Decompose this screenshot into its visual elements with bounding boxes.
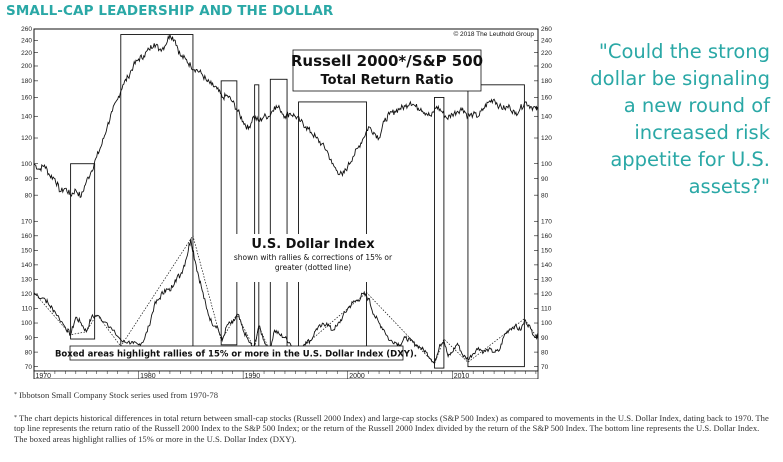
x-axis: 1970 1980 1990 2000 2010 [33, 370, 539, 379]
bottom-y-140-label-left: 140 [21, 262, 32, 269]
bottom-y-120-label-left: 120 [21, 291, 32, 298]
footnote-2-mark: * [14, 414, 17, 421]
pull-quote: "Could the strong dollar be signaling a … [590, 40, 770, 198]
bottom-y-120-label-right: 120 [541, 291, 552, 298]
bottom-y-100-label-left: 100 [21, 320, 32, 327]
top-title-box [292, 49, 482, 92]
top-y-240-label-right: 240 [541, 37, 552, 44]
rally-box-7 [434, 96, 445, 369]
boxed-areas-note: Boxed areas highlight rallies of 15% or … [55, 345, 417, 361]
top-y-140-label-left: 140 [21, 113, 32, 120]
x-label-2010: 2010 [454, 373, 470, 379]
rally-box-8 [467, 84, 525, 368]
swing-dotted-line [33, 234, 539, 365]
rally-box-1 [70, 163, 96, 340]
copyright: © 2018 The Leuthold Group [453, 30, 534, 38]
bottom-y-90-label-right: 90 [541, 335, 549, 342]
top-y-120-label-right: 120 [541, 135, 552, 142]
bottom-subtitle-2: greater (dotted line) [275, 263, 351, 272]
bottom-title: U.S. Dollar Index [251, 237, 375, 252]
top-y-260-label-right: 260 [541, 26, 552, 33]
footnotes: * Ibbotson Small Company Stock series us… [14, 390, 774, 456]
top-title-line2: Total Return Ratio [321, 73, 454, 88]
bottom-y-90-label-left: 90 [25, 335, 33, 342]
bottom-y-160-label-left: 160 [21, 233, 32, 240]
bottom-y-70-label-right: 70 [541, 364, 549, 371]
top-y-200-label-right: 200 [541, 63, 552, 70]
x-label-2000: 2000 [349, 373, 365, 379]
boxed-areas-note-text: Boxed areas highlight rallies of 15% or … [55, 350, 417, 360]
right-axis: 80 90 100 120 140 160 180 200 220 240 260 70 80 90 100… [534, 26, 552, 371]
bottom-y-170-label-right: 170 [541, 218, 552, 225]
bottom-y-100-label-right: 100 [541, 320, 552, 327]
x-label-1990: 1990 [245, 373, 261, 379]
bottom-y-110-label-left: 110 [22, 306, 33, 313]
top-y-160-label-right: 160 [541, 95, 552, 102]
bottom-y-80-label-right: 80 [541, 349, 549, 356]
note-box [69, 345, 404, 361]
left-axis: 80 90 100 120 140 160 180 200 220 240 260 70 80 90 100… [21, 26, 38, 371]
chart-svg: 80 90 100 120 140 160 180 200 220 240 260 70 80 90 100… [21, 26, 552, 379]
bottom-y-70-label-left: 70 [25, 364, 33, 371]
footnote-1: * Ibbotson Small Company Stock series us… [14, 390, 774, 401]
bottom-y-130-label-right: 130 [541, 277, 552, 284]
top-y-120-label-left: 120 [21, 135, 32, 142]
top-y-200-label-left: 200 [21, 63, 32, 70]
bottom-title-box [231, 234, 401, 282]
bottom-subtitle-1: shown with rallies & corrections of 15% … [234, 253, 393, 262]
x-label-1970: 1970 [36, 373, 52, 379]
top-y-220-label-left: 220 [21, 50, 32, 57]
top-y-100-label-left: 100 [21, 161, 32, 168]
page-title: SMALL-CAP LEADERSHIP AND THE DOLLAR [6, 3, 334, 19]
footnote-1-mark: * [14, 392, 17, 398]
top-y-90-label-right: 90 [541, 176, 549, 183]
top-panel-title: Russell 2000*/S&P 500 Total Return Ratio [291, 49, 483, 92]
footnote-2-text: The chart depicts historical differences… [14, 412, 769, 444]
top-title-line1: Russell 2000*/S&P 500 [291, 52, 483, 70]
top-y-180-label-right: 180 [541, 78, 552, 85]
rally-box-3 [220, 80, 238, 346]
top-y-100-label-right: 100 [541, 161, 552, 168]
ratio-line [33, 34, 539, 199]
bottom-y-170-label-left: 170 [21, 218, 32, 225]
bottom-y-150-label-left: 150 [21, 248, 32, 255]
bottom-y-80-label-left: 80 [25, 349, 33, 356]
footnote-2: * The chart depicts historical differenc… [14, 413, 774, 445]
top-y-90-label-left: 90 [25, 176, 33, 183]
top-y-160-label-left: 160 [21, 95, 32, 102]
top-y-80-label-left: 80 [25, 192, 33, 199]
bottom-y-110-label-right: 110 [541, 306, 552, 313]
top-y-240-label-left: 240 [21, 37, 32, 44]
top-y-140-label-right: 140 [541, 113, 552, 120]
chart: 80 90 100 120 140 160 180 200 220 240 260 70 80 90 100… [13, 26, 565, 379]
top-y-220-label-right: 220 [541, 50, 552, 57]
bottom-y-160-label-right: 160 [541, 233, 552, 240]
bottom-panel-title: U.S. Dollar Index shown with rallies & c… [231, 234, 401, 282]
x-label-1980: 1980 [140, 373, 156, 379]
bottom-y-130-label-left: 130 [21, 277, 32, 284]
top-y-260-label-left: 260 [21, 26, 32, 33]
bottom-y-140-label-right: 140 [541, 262, 552, 269]
top-y-80-label-right: 80 [541, 192, 549, 199]
footnote-1-text: Ibbotson Small Company Stock series used… [19, 390, 218, 400]
bottom-y-150-label-right: 150 [541, 248, 552, 255]
top-y-180-label-left: 180 [21, 78, 32, 85]
